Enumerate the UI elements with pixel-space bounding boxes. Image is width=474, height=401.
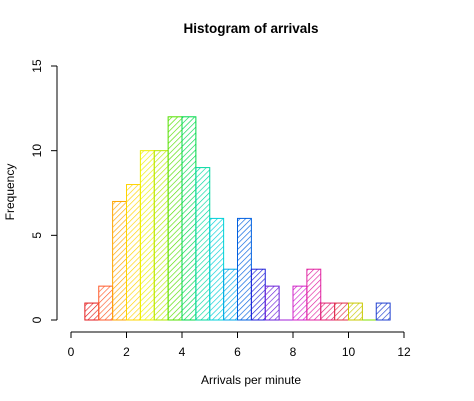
histogram-bar — [375, 302, 391, 321]
x-axis-label: Arrivals per minute — [201, 373, 301, 387]
histogram-bar — [209, 217, 225, 321]
y-axis-label: Frequency — [3, 164, 17, 221]
histogram-bar — [223, 268, 238, 321]
x-tick-label: 2 — [123, 345, 130, 359]
x-ticks: 0 2 4 6 8 10 12 — [68, 332, 411, 359]
y-tick-label: 15 — [30, 59, 44, 73]
histogram-bar — [112, 200, 127, 321]
y-tick-label: 10 — [30, 144, 44, 158]
axes-layer: 0 2 4 6 8 10 12 0 5 10 15 — [30, 59, 411, 359]
histogram-bar — [153, 150, 169, 321]
y-tick-label: 0 — [30, 316, 44, 323]
histogram-bar — [292, 285, 308, 321]
x-tick-label: 4 — [179, 345, 186, 359]
histogram-bar — [139, 150, 155, 321]
histogram-bar — [348, 302, 363, 321]
histogram-bar — [195, 167, 211, 321]
histogram-bar — [126, 184, 141, 321]
x-tick-label: 10 — [342, 345, 356, 359]
x-tick-label: 12 — [397, 345, 411, 359]
chart-title: Histogram of arrivals — [183, 21, 318, 36]
histogram-bar — [320, 302, 336, 321]
x-tick-label: 6 — [234, 345, 241, 359]
histogram-bar — [167, 116, 183, 321]
x-tick-label: 8 — [290, 345, 297, 359]
histogram-bar — [98, 285, 114, 321]
histogram-bar — [334, 302, 349, 321]
histogram-bar — [306, 268, 322, 321]
y-tick-label: 5 — [30, 232, 44, 239]
x-tick-label: 0 — [68, 345, 75, 359]
histogram-bar — [237, 217, 252, 321]
histogram-bar — [250, 268, 266, 321]
histogram-bar — [264, 285, 280, 321]
histogram-bar — [84, 302, 100, 321]
y-ticks: 0 5 10 15 — [30, 59, 57, 323]
histogram-bar — [181, 116, 197, 321]
bars-layer — [84, 116, 391, 321]
